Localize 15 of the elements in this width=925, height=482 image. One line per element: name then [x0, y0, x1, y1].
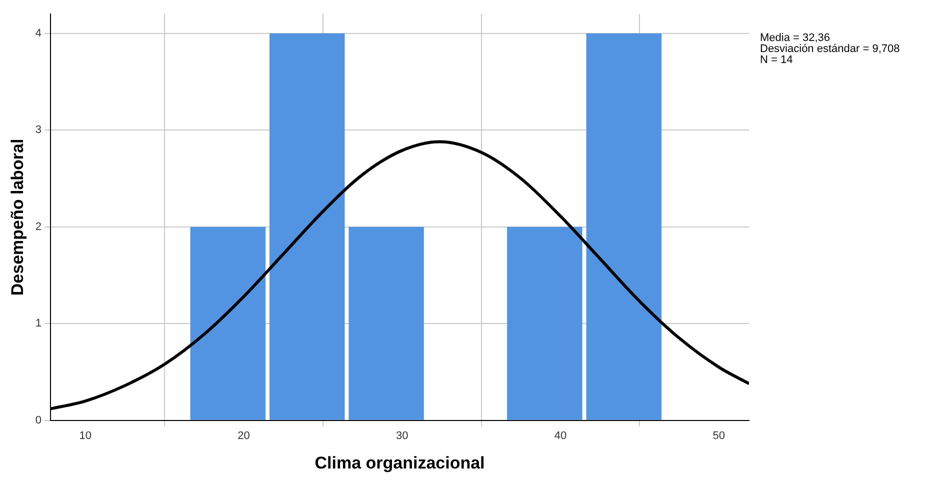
y-tick-label: 3: [35, 124, 42, 136]
text: Desviación estándar = 9,708: [760, 43, 900, 55]
text: Media = 32,36: [760, 32, 830, 44]
x-tick-label: 50: [712, 430, 726, 442]
y-tick-label: 4: [35, 27, 42, 40]
x-tick-label: 10: [79, 430, 92, 442]
y-tick-label: 1: [35, 318, 42, 330]
y-axis-title: Desempeño laboral: [8, 138, 27, 296]
x-axis-title: Clima organizacional: [314, 453, 485, 472]
x-tick-label: 30: [396, 430, 408, 442]
x-tick-label: 20: [238, 430, 250, 442]
text: N = 14: [760, 54, 794, 66]
x-tick-label: 40: [554, 430, 567, 442]
y-tick-label: 2: [35, 220, 42, 233]
y-tick-label: 0: [35, 414, 42, 426]
